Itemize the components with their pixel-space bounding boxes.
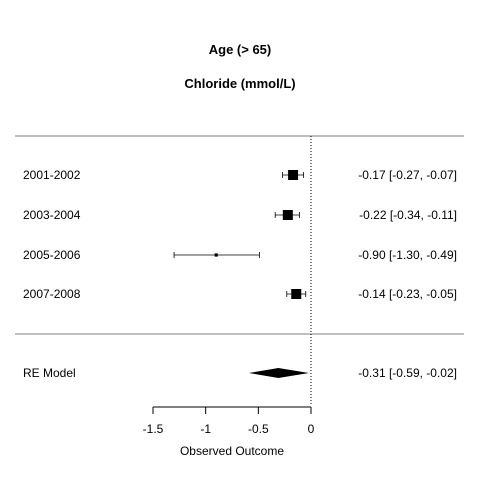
chart-title: Age (> 65) xyxy=(209,42,272,57)
point-estimate xyxy=(288,170,299,180)
x-tick-label: -0.5 xyxy=(248,422,269,436)
summary-label: RE Model xyxy=(23,366,76,380)
study-label: 2005-2006 xyxy=(23,248,81,262)
chart-subtitle: Chloride (mmol/L) xyxy=(184,76,295,91)
x-tick-label: -1 xyxy=(200,422,211,436)
study-label: 2001-2002 xyxy=(23,168,81,182)
point-estimate xyxy=(291,289,302,299)
study-ci-text: -0.22 [-0.34, -0.11] xyxy=(359,208,457,222)
study-ci-text: -0.90 [-1.30, -0.49] xyxy=(358,248,457,262)
x-tick-label: 0 xyxy=(308,422,315,436)
study-label: 2007-2008 xyxy=(23,287,81,301)
study-ci-text: -0.14 [-0.23, -0.05] xyxy=(358,287,457,301)
study-label: 2003-2004 xyxy=(23,208,81,222)
study-ci-text: -0.17 [-0.27, -0.07] xyxy=(358,168,457,182)
x-axis-label: Observed Outcome xyxy=(180,444,284,458)
point-estimate xyxy=(214,253,218,257)
point-estimate xyxy=(282,210,293,220)
summary-ci-text: -0.31 [-0.59, -0.02] xyxy=(358,366,457,380)
summary-diamond xyxy=(248,368,309,378)
x-tick-label: -1.5 xyxy=(143,422,164,436)
